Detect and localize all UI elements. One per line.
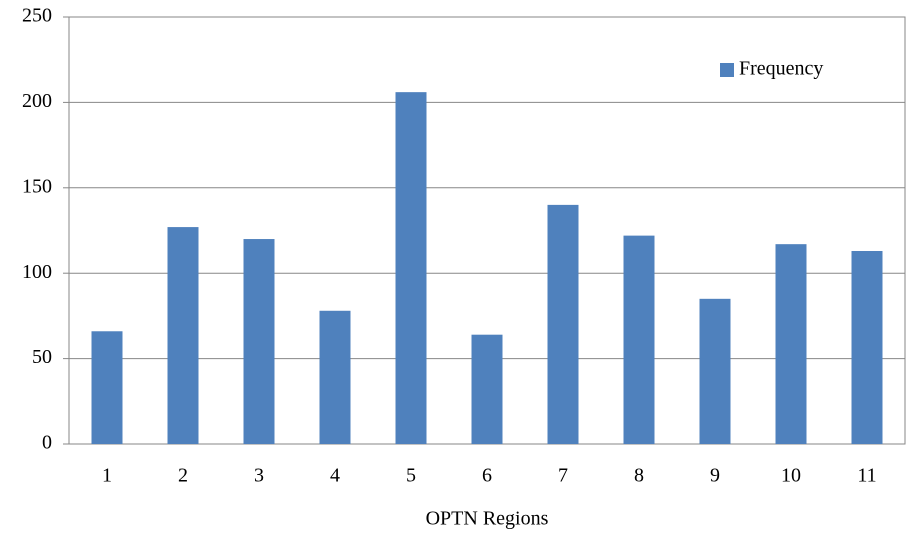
x-tick-label: 1 [102,465,112,487]
legend-swatch [720,63,734,77]
y-tick-label: 50 [32,346,52,368]
bar [91,331,123,444]
x-tick-label: 9 [710,465,720,487]
bar [471,334,503,444]
x-tick-label: 10 [781,465,801,487]
y-tick-label: 150 [22,175,52,197]
bar [167,227,199,444]
bar [699,298,731,444]
x-tick-label: 3 [254,465,264,487]
x-tick-label: 2 [178,465,188,487]
x-tick-label: 7 [558,465,568,487]
bar [319,310,351,444]
y-tick-label: 100 [22,261,52,283]
y-tick-label: 0 [42,432,52,454]
y-tick-label: 250 [22,5,52,27]
bar [395,92,427,444]
bar [623,235,655,444]
legend-label: Frequency [739,58,823,80]
bar [851,250,883,444]
y-tick-label: 200 [22,90,52,112]
bar [775,244,807,444]
x-axis-label: OPTN Regions [426,508,549,530]
x-tick-label: 11 [857,465,876,487]
bar [547,204,579,444]
x-tick-label: 5 [406,465,416,487]
x-tick-label: 8 [634,465,644,487]
x-tick-label: 6 [482,465,492,487]
bar [243,239,275,444]
x-tick-label: 4 [330,465,340,487]
